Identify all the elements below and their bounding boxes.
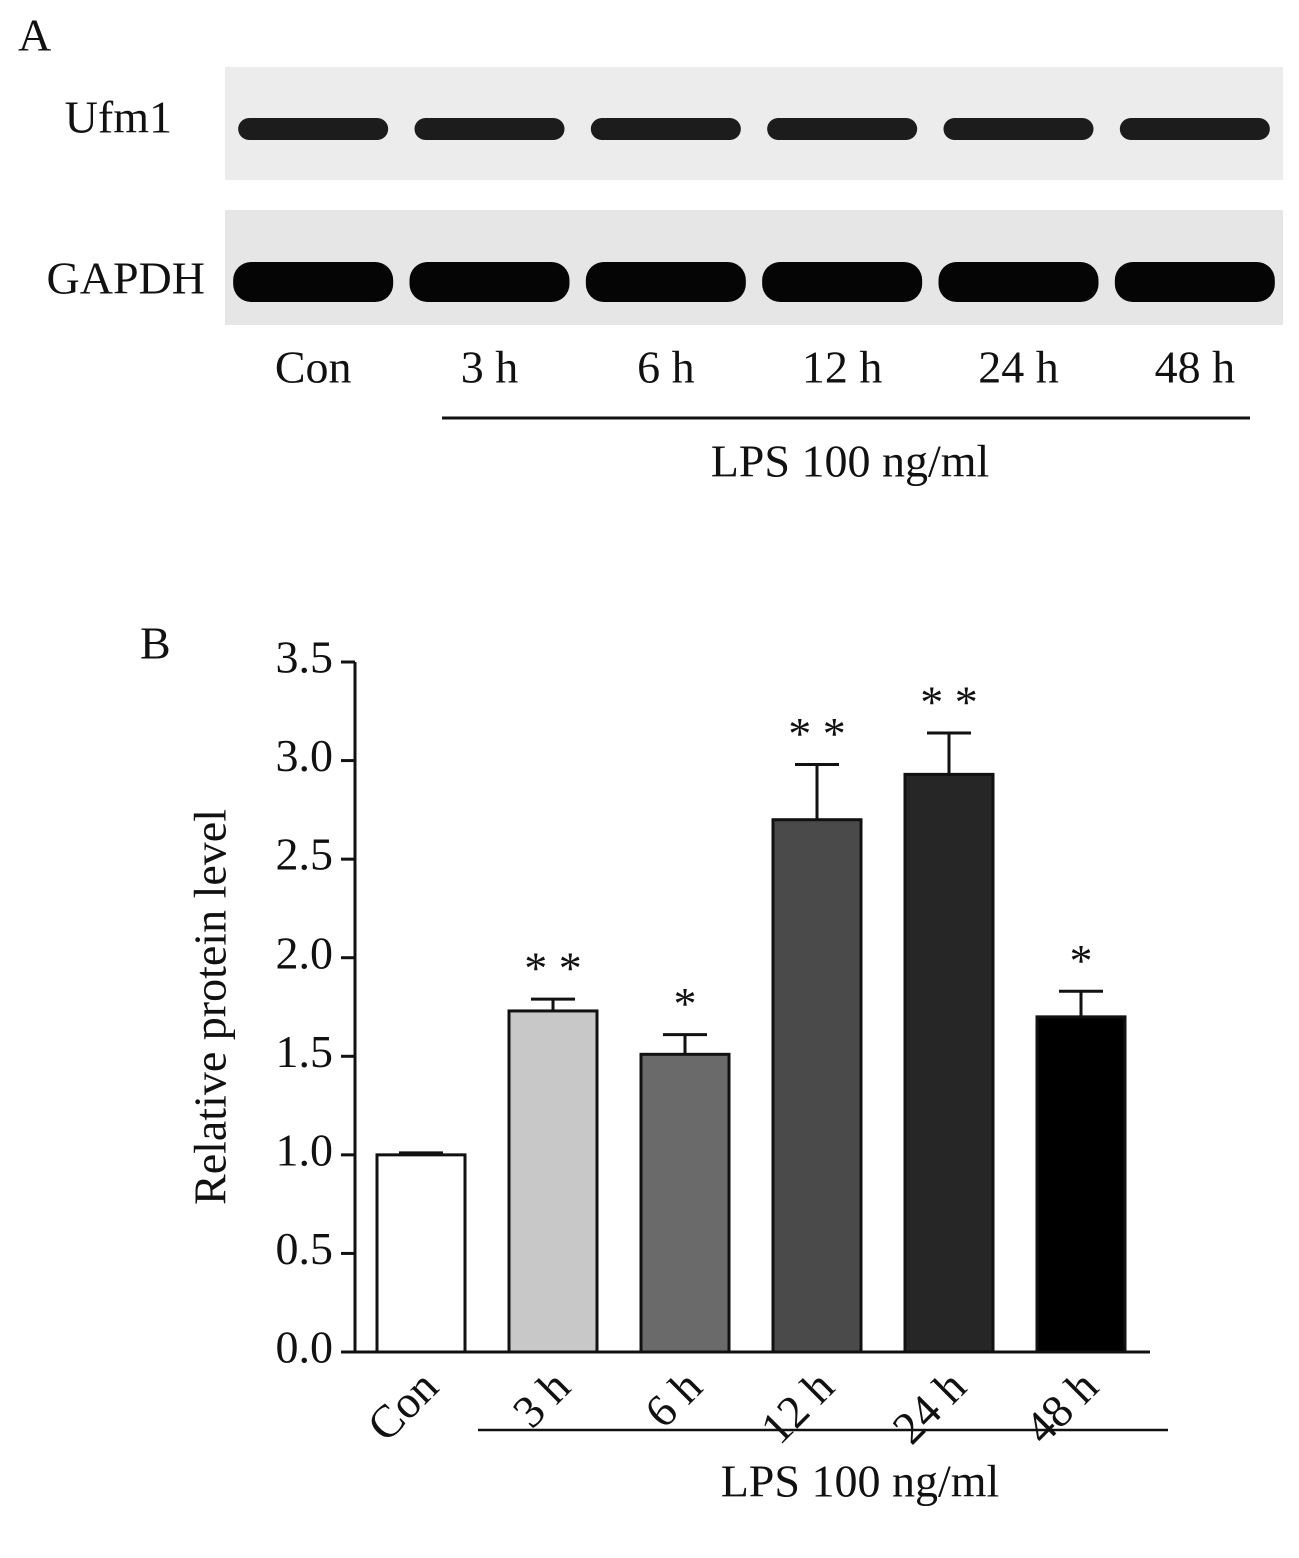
y-tick-label: 1.0 bbox=[276, 1124, 334, 1175]
ufm1-band bbox=[767, 118, 918, 140]
treatment-label: LPS 100 ng/ml bbox=[711, 436, 990, 487]
ufm1-band bbox=[414, 118, 565, 140]
significance: * * bbox=[788, 708, 846, 759]
gapdh-band bbox=[1114, 262, 1275, 302]
blot-strip bbox=[225, 210, 1283, 325]
lane-label: 12 h bbox=[802, 342, 883, 393]
gapdh-band bbox=[585, 262, 746, 302]
ufm1-band bbox=[943, 118, 1094, 140]
significance: * * bbox=[920, 677, 978, 728]
group-label: LPS 100 ng/ml bbox=[721, 1456, 1000, 1507]
x-tick-label: 48 h bbox=[1015, 1360, 1108, 1453]
lane-label: Con bbox=[275, 342, 352, 393]
gapdh-band bbox=[233, 262, 394, 302]
ufm1-band bbox=[1119, 118, 1270, 140]
y-tick-label: 0.0 bbox=[276, 1322, 334, 1373]
significance: * * bbox=[524, 943, 582, 994]
x-tick-label: 3 h bbox=[503, 1360, 580, 1437]
x-tick-label: 24 h bbox=[883, 1360, 976, 1453]
gapdh-band bbox=[762, 262, 923, 302]
x-tick-label: 6 h bbox=[635, 1360, 712, 1437]
bar bbox=[1035, 1015, 1127, 1354]
y-tick-label: 3.5 bbox=[276, 632, 334, 683]
x-tick-label: 12 h bbox=[751, 1360, 844, 1453]
row-label: GAPDH bbox=[47, 253, 205, 304]
row-label: Ufm1 bbox=[65, 92, 172, 143]
y-tick-label: 0.5 bbox=[276, 1223, 334, 1274]
lane-label: 6 h bbox=[637, 342, 695, 393]
ufm1-band bbox=[590, 118, 741, 140]
bar bbox=[639, 1052, 731, 1354]
significance: * bbox=[1070, 935, 1093, 986]
ufm1-band bbox=[238, 118, 389, 140]
y-tick-label: 2.0 bbox=[276, 927, 334, 978]
panel-label: A bbox=[18, 10, 51, 61]
gapdh-band bbox=[938, 262, 1099, 302]
bar bbox=[507, 1009, 599, 1354]
lane-label: 48 h bbox=[1155, 342, 1236, 393]
lane-label: 24 h bbox=[978, 342, 1059, 393]
bar bbox=[903, 772, 995, 1354]
gapdh-band bbox=[409, 262, 570, 302]
significance: * bbox=[674, 978, 697, 1029]
x-tick-label: Con bbox=[357, 1360, 447, 1450]
y-tick-label: 2.5 bbox=[276, 829, 334, 880]
blot-strip bbox=[225, 67, 1283, 180]
lane-label: 3 h bbox=[461, 342, 519, 393]
panel-label: B bbox=[140, 618, 171, 669]
y-tick-label: 1.5 bbox=[276, 1026, 334, 1077]
bar bbox=[375, 1153, 467, 1354]
bar bbox=[771, 818, 863, 1354]
y-axis-label: Relative protein level bbox=[185, 809, 236, 1205]
y-tick-label: 3.0 bbox=[276, 730, 334, 781]
